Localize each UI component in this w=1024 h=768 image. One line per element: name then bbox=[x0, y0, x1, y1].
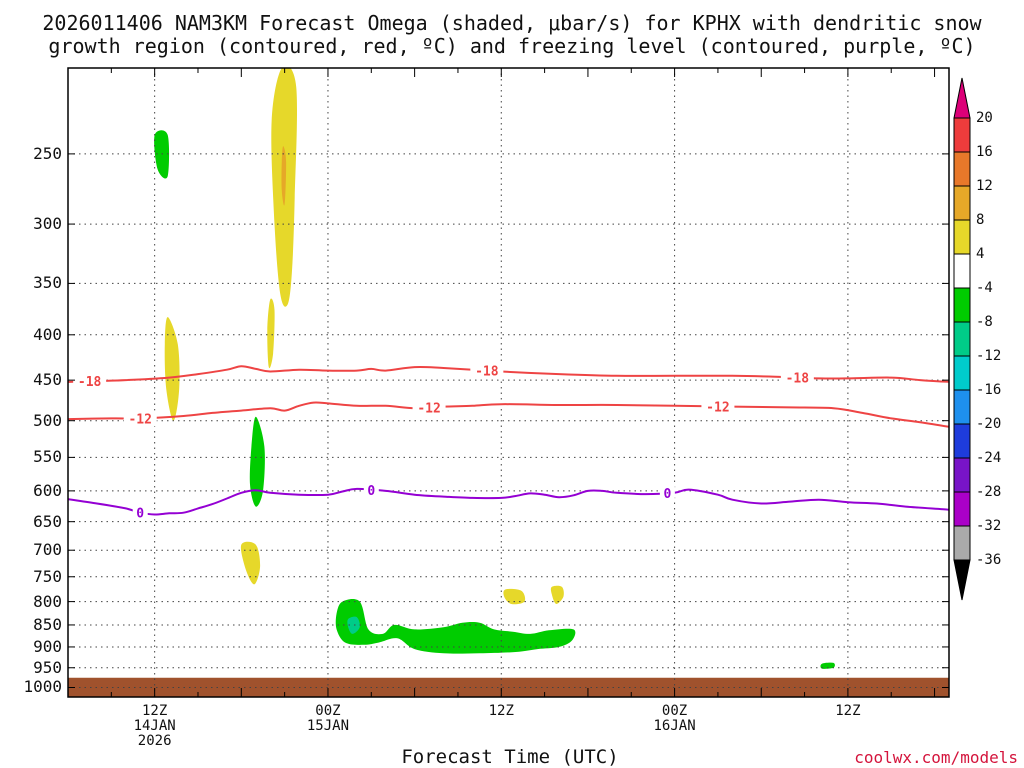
contour-label-0: 0 bbox=[136, 507, 144, 522]
contour-label--18: -18 bbox=[78, 375, 102, 390]
y-tick-label: 250 bbox=[33, 143, 62, 163]
x-axis-title: Forecast Time (UTC) bbox=[401, 746, 619, 768]
y-tick-label: 600 bbox=[33, 480, 62, 500]
omega-area-4 bbox=[164, 317, 180, 421]
contour-label--12: -12 bbox=[128, 412, 151, 427]
colorbar-box bbox=[953, 389, 971, 425]
omega-area-2 bbox=[281, 146, 287, 206]
colorbar-box bbox=[953, 219, 971, 255]
colorbar-box bbox=[953, 423, 971, 459]
colorbar-label: 20 bbox=[976, 110, 993, 126]
y-tick-label: 900 bbox=[33, 636, 62, 656]
x-tick-label: 00Z 15JAN bbox=[306, 703, 350, 734]
contour-label-bg bbox=[363, 481, 379, 498]
y-tick-label: 400 bbox=[33, 324, 62, 344]
colorbar-label: 12 bbox=[976, 178, 993, 194]
y-tick-label: 300 bbox=[33, 214, 62, 234]
colorbar-label: -32 bbox=[976, 518, 1002, 534]
contour-label--12: -12 bbox=[706, 400, 729, 415]
colorbar-box bbox=[953, 355, 971, 391]
plot-frame bbox=[67, 67, 950, 698]
colorbar-box bbox=[953, 151, 971, 187]
colorbar-label: -8 bbox=[976, 314, 993, 330]
contour-label-0: 0 bbox=[663, 487, 671, 502]
plot-background bbox=[68, 68, 949, 697]
chart-title-line-2: growth region (contoured, red, ºC) and f… bbox=[48, 34, 976, 58]
y-tick-label: 450 bbox=[33, 370, 62, 390]
colorbar-bottom-arrow bbox=[953, 559, 971, 601]
y-tick-label: 550 bbox=[33, 447, 62, 467]
y-tick-label: 650 bbox=[33, 511, 62, 531]
colorbar-box bbox=[953, 321, 971, 357]
plot-layers: -18 -18 -18 -12 -12 -12 0 0 0 bbox=[68, 68, 949, 697]
colorbar-label: 4 bbox=[976, 246, 985, 262]
colorbar-label: -28 bbox=[976, 484, 1002, 500]
colorbar-box bbox=[953, 117, 971, 153]
contour-label-bg bbox=[780, 369, 814, 386]
contour-line--18 bbox=[68, 365, 949, 383]
colorbar-top-arrow bbox=[953, 77, 971, 119]
colorbar-label: -24 bbox=[976, 450, 1002, 466]
omega-area-6 bbox=[249, 416, 265, 507]
colorbar-label: 16 bbox=[976, 144, 993, 160]
chart-title-line-1: 2026011406 NAM3KM Forecast Omega (shaded… bbox=[42, 11, 982, 35]
contour-label-0: 0 bbox=[367, 484, 375, 499]
omega-area-11 bbox=[550, 585, 564, 605]
contour-label-bg bbox=[412, 399, 446, 416]
colorbar-box bbox=[953, 287, 971, 323]
colorbar-label: 8 bbox=[976, 212, 985, 228]
colorbar-label: -16 bbox=[976, 382, 1002, 398]
omega-area-7 bbox=[240, 541, 261, 585]
y-tick-label: 500 bbox=[33, 410, 62, 430]
colorbar-box bbox=[953, 525, 971, 561]
omega-area-3 bbox=[154, 130, 170, 179]
omega-area-10 bbox=[503, 588, 526, 605]
contour-label--18: -18 bbox=[786, 372, 810, 387]
source-credit: coolwx.com/models bbox=[854, 748, 1018, 767]
omega-area-9 bbox=[347, 616, 360, 634]
colorbar-box bbox=[953, 491, 971, 527]
omega-area-5 bbox=[267, 298, 275, 369]
x-tick-label: 12Z bbox=[835, 703, 861, 719]
y-tick-label: 750 bbox=[33, 566, 62, 586]
y-tick-label: 1000 bbox=[23, 677, 62, 697]
contour-line-0 bbox=[68, 487, 949, 516]
x-tick-label: 12Z bbox=[488, 703, 514, 719]
colorbar-label: -20 bbox=[976, 416, 1002, 432]
colorbar-label: -12 bbox=[976, 348, 1002, 364]
y-tick-label: 950 bbox=[33, 657, 62, 677]
colorbar-label: -36 bbox=[976, 552, 1002, 568]
contour-label-bg bbox=[73, 373, 107, 390]
y-tick-label: 850 bbox=[33, 614, 62, 634]
omega-area-8 bbox=[335, 599, 576, 654]
colorbar bbox=[953, 77, 971, 601]
x-tick-label: 00Z 16JAN bbox=[653, 703, 696, 734]
contour-label-bg bbox=[470, 362, 504, 379]
contour-label--12: -12 bbox=[417, 401, 440, 416]
contour-label-bg bbox=[123, 410, 157, 427]
contour-label--18: -18 bbox=[475, 365, 499, 380]
colorbar-box bbox=[953, 185, 971, 221]
y-tick-label: 350 bbox=[33, 273, 62, 293]
colorbar-box bbox=[953, 253, 971, 289]
contour-label-bg bbox=[701, 398, 735, 415]
colorbar-label: -4 bbox=[976, 280, 993, 296]
colorbar-box bbox=[953, 457, 971, 493]
x-tick-label: 12Z 14JAN 2026 bbox=[133, 703, 176, 749]
y-tick-label: 800 bbox=[33, 591, 62, 611]
y-tick-label: 700 bbox=[33, 540, 62, 560]
contour-label-bg bbox=[659, 485, 675, 502]
contour-label-bg bbox=[132, 504, 148, 521]
omega-area-12 bbox=[820, 662, 835, 669]
